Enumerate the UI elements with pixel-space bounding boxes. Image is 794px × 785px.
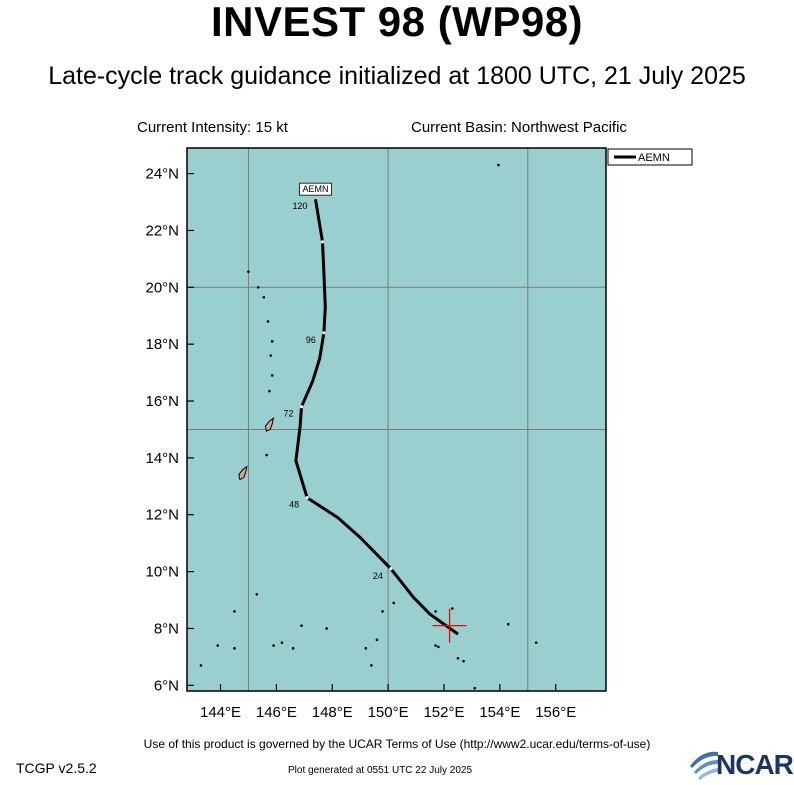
forecast-hour-label: 24	[373, 571, 383, 581]
island-dot	[216, 644, 220, 647]
island-dot	[262, 295, 266, 299]
y-tick-label: 12°N	[145, 507, 179, 524]
ncar-logo-text: NCAR	[716, 749, 794, 780]
axis-layer: 144°E 146°E 148°E 150°E 152°E 154°E 156°E 6°N 8°…	[145, 166, 576, 721]
island-dot	[506, 622, 510, 626]
x-tick-label: 146°E	[256, 704, 297, 721]
terms-of-use-text: Use of this product is governed by the U…	[143, 737, 651, 751]
grid-lines	[187, 148, 606, 691]
y-tick-label: 22°N	[145, 222, 179, 239]
ncar-logo: NCAR	[688, 748, 794, 780]
version-label: TCGP v2.5.2	[16, 760, 97, 776]
legend: AEMN	[607, 148, 693, 166]
map-frame	[186, 147, 607, 692]
island-dot	[364, 647, 368, 650]
island-dot	[256, 286, 260, 289]
current-position-layer	[432, 608, 467, 643]
x-tick-label: 148°E	[312, 704, 353, 721]
island-dot	[434, 644, 437, 647]
y-tick-label: 24°N	[145, 166, 179, 183]
island-dot	[247, 270, 250, 273]
legend-entry-label: AEMN	[638, 152, 670, 164]
island-dot	[270, 340, 274, 343]
island-dot	[456, 657, 460, 660]
x-tick-label: 152°E	[423, 704, 464, 721]
forecast-hour-label: 72	[284, 409, 294, 419]
legend-box	[607, 148, 693, 166]
x-tick-label: 150°E	[368, 704, 409, 721]
track-layer: 24 48 72 96 120 AEMN	[284, 182, 459, 636]
island-dot	[451, 607, 454, 610]
island-dot	[392, 601, 396, 605]
island-dot	[233, 647, 236, 650]
island-dot	[265, 453, 268, 457]
island-dot	[255, 593, 259, 596]
island-dot	[233, 610, 236, 613]
island-dot	[280, 641, 284, 644]
island-dot	[370, 664, 373, 667]
island-dot	[266, 320, 270, 323]
current-intensity-label: Current Intensity: 15 kt	[137, 119, 288, 136]
island-dot	[437, 645, 440, 649]
track-point	[322, 331, 326, 335]
x-tick-label: 154°E	[479, 704, 520, 721]
island-dot	[270, 374, 274, 377]
chart-subtitle: Late-cycle track guidance initialized at…	[48, 62, 746, 90]
track-point	[299, 405, 304, 409]
y-tick-label: 16°N	[145, 393, 179, 410]
island-dot	[325, 627, 328, 630]
track-end-label-box	[299, 182, 332, 196]
island-layer	[199, 163, 538, 690]
island-dot	[462, 659, 465, 663]
x-tick-label: 144°E	[200, 704, 241, 721]
y-tick-label: 14°N	[145, 450, 179, 467]
forecast-hour-label: 96	[306, 335, 316, 345]
island-dot	[434, 610, 437, 613]
island-dot	[534, 641, 538, 644]
island-dot	[268, 389, 271, 393]
track-end-label: AEMN	[302, 184, 328, 194]
ocean-background	[187, 148, 606, 691]
x-tick-label: 156°E	[535, 704, 576, 721]
track-point	[320, 240, 325, 244]
current-basin-label: Current Basin: Northwest Pacific	[411, 119, 627, 136]
y-tick-label: 8°N	[154, 620, 179, 637]
island-dot	[199, 664, 203, 667]
island-dot	[375, 638, 379, 642]
island-dot	[269, 354, 273, 357]
y-tick-label: 18°N	[145, 336, 179, 353]
track-line-aemn	[294, 198, 459, 636]
plot-generated-label: Plot generated at 0551 UTC 22 July 2025	[288, 765, 473, 776]
chart-title: INVEST 98 (WP98)	[210, 0, 584, 45]
island-dot	[272, 644, 275, 647]
forecast-hour-label: 120	[292, 201, 307, 211]
y-tick-label: 20°N	[145, 279, 179, 296]
track-point	[305, 496, 309, 500]
island-land	[264, 417, 275, 432]
island-dot	[291, 647, 295, 650]
ncar-logo-mark-icon	[690, 751, 718, 780]
island-dot	[497, 163, 500, 167]
y-tick-label: 10°N	[145, 564, 179, 581]
island-dot	[381, 610, 384, 613]
y-tick-label: 6°N	[154, 677, 179, 694]
island-dot	[473, 686, 477, 690]
track-point	[389, 567, 393, 571]
island-dot	[300, 624, 303, 627]
forecast-hour-label: 48	[289, 500, 299, 510]
island-land	[238, 465, 248, 481]
